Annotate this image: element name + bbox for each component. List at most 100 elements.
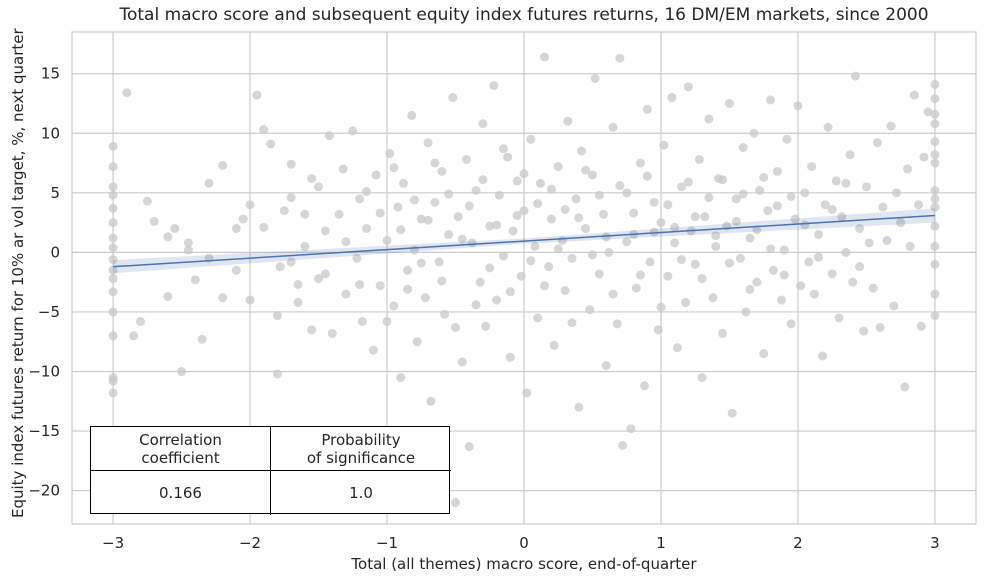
data-point — [766, 95, 776, 105]
data-point — [149, 216, 159, 226]
data-point — [629, 208, 639, 218]
data-point — [667, 93, 677, 103]
data-point — [859, 326, 869, 336]
data-point — [622, 237, 632, 247]
data-point — [727, 408, 737, 418]
data-point — [618, 440, 628, 450]
data-point — [503, 152, 513, 162]
data-point — [889, 301, 899, 311]
data-point — [711, 241, 721, 251]
data-point — [485, 263, 495, 273]
data-point — [286, 257, 296, 267]
data-point — [841, 178, 851, 188]
data-point — [238, 214, 248, 224]
data-point — [834, 313, 844, 323]
data-point — [930, 150, 940, 160]
data-point — [475, 277, 485, 287]
data-point — [694, 154, 704, 164]
data-point — [827, 269, 837, 279]
data-point — [420, 293, 430, 303]
data-point — [574, 213, 584, 223]
data-point — [930, 185, 940, 195]
data-point — [653, 325, 663, 335]
data-point — [672, 343, 682, 353]
data-point — [786, 319, 796, 329]
data-point — [930, 289, 940, 299]
data-point — [453, 212, 463, 222]
data-point — [763, 206, 773, 216]
data-point — [731, 194, 741, 204]
data-point — [108, 190, 118, 200]
data-point — [793, 101, 803, 111]
data-point — [451, 322, 461, 332]
data-point — [626, 424, 636, 434]
data-point — [183, 245, 193, 255]
data-point — [300, 241, 310, 251]
y-axis-label: Equity index futures return for 10% ar v… — [9, 28, 27, 518]
data-point — [516, 271, 526, 281]
probability-header-text: Probability of significance — [306, 430, 416, 467]
correlation-header: Correlation coefficient — [91, 427, 271, 471]
data-point — [266, 139, 276, 149]
data-point — [598, 209, 608, 219]
data-point — [752, 225, 762, 235]
data-point — [594, 190, 604, 200]
data-point — [423, 138, 433, 148]
data-point — [430, 158, 440, 168]
data-point — [549, 340, 559, 350]
chart-title: Total macro score and subsequent equity … — [119, 5, 929, 25]
data-point — [574, 402, 584, 412]
data-point — [759, 349, 769, 359]
data-point — [440, 309, 450, 319]
data-point — [683, 177, 693, 187]
data-point — [855, 224, 865, 234]
data-point — [485, 221, 495, 231]
y-tick-label: −5 — [38, 303, 60, 321]
data-point — [745, 233, 755, 243]
data-point — [635, 270, 645, 280]
x-tick-label: −3 — [102, 534, 124, 552]
data-point — [690, 212, 700, 222]
data-point — [108, 243, 118, 253]
data-point — [923, 107, 933, 117]
data-point — [587, 250, 597, 260]
data-point — [704, 114, 714, 124]
data-point — [457, 357, 467, 367]
data-point — [813, 230, 823, 240]
data-point — [777, 295, 787, 305]
data-point — [426, 396, 436, 406]
data-point — [293, 280, 303, 290]
data-point — [913, 200, 923, 210]
data-point — [348, 126, 358, 136]
probability-header: Probability of significance — [271, 427, 451, 471]
data-point — [444, 189, 454, 199]
data-point — [341, 289, 351, 299]
data-point — [314, 182, 324, 192]
data-points — [108, 52, 940, 508]
data-point — [601, 232, 611, 242]
data-point — [286, 159, 296, 169]
data-point — [567, 253, 577, 263]
data-point — [286, 193, 296, 203]
data-point — [478, 119, 488, 129]
data-point — [878, 202, 888, 212]
data-point — [396, 372, 406, 382]
data-point — [645, 257, 655, 267]
data-point — [448, 93, 458, 103]
data-point — [886, 121, 896, 131]
data-point — [745, 284, 755, 294]
data-point — [546, 184, 556, 194]
data-point — [498, 251, 508, 261]
data-point — [759, 172, 769, 182]
x-axis-ticks: −3 −2 −1 0 1 2 3 — [102, 534, 940, 552]
data-point — [522, 388, 532, 398]
data-point — [129, 331, 139, 341]
y-tick-label: −10 — [28, 363, 60, 381]
correlation-value: 0.166 — [91, 471, 271, 515]
data-point — [809, 289, 819, 299]
data-point — [190, 275, 200, 285]
data-point — [752, 277, 762, 287]
data-point — [930, 311, 940, 321]
data-point — [786, 191, 796, 201]
data-point — [512, 210, 522, 220]
